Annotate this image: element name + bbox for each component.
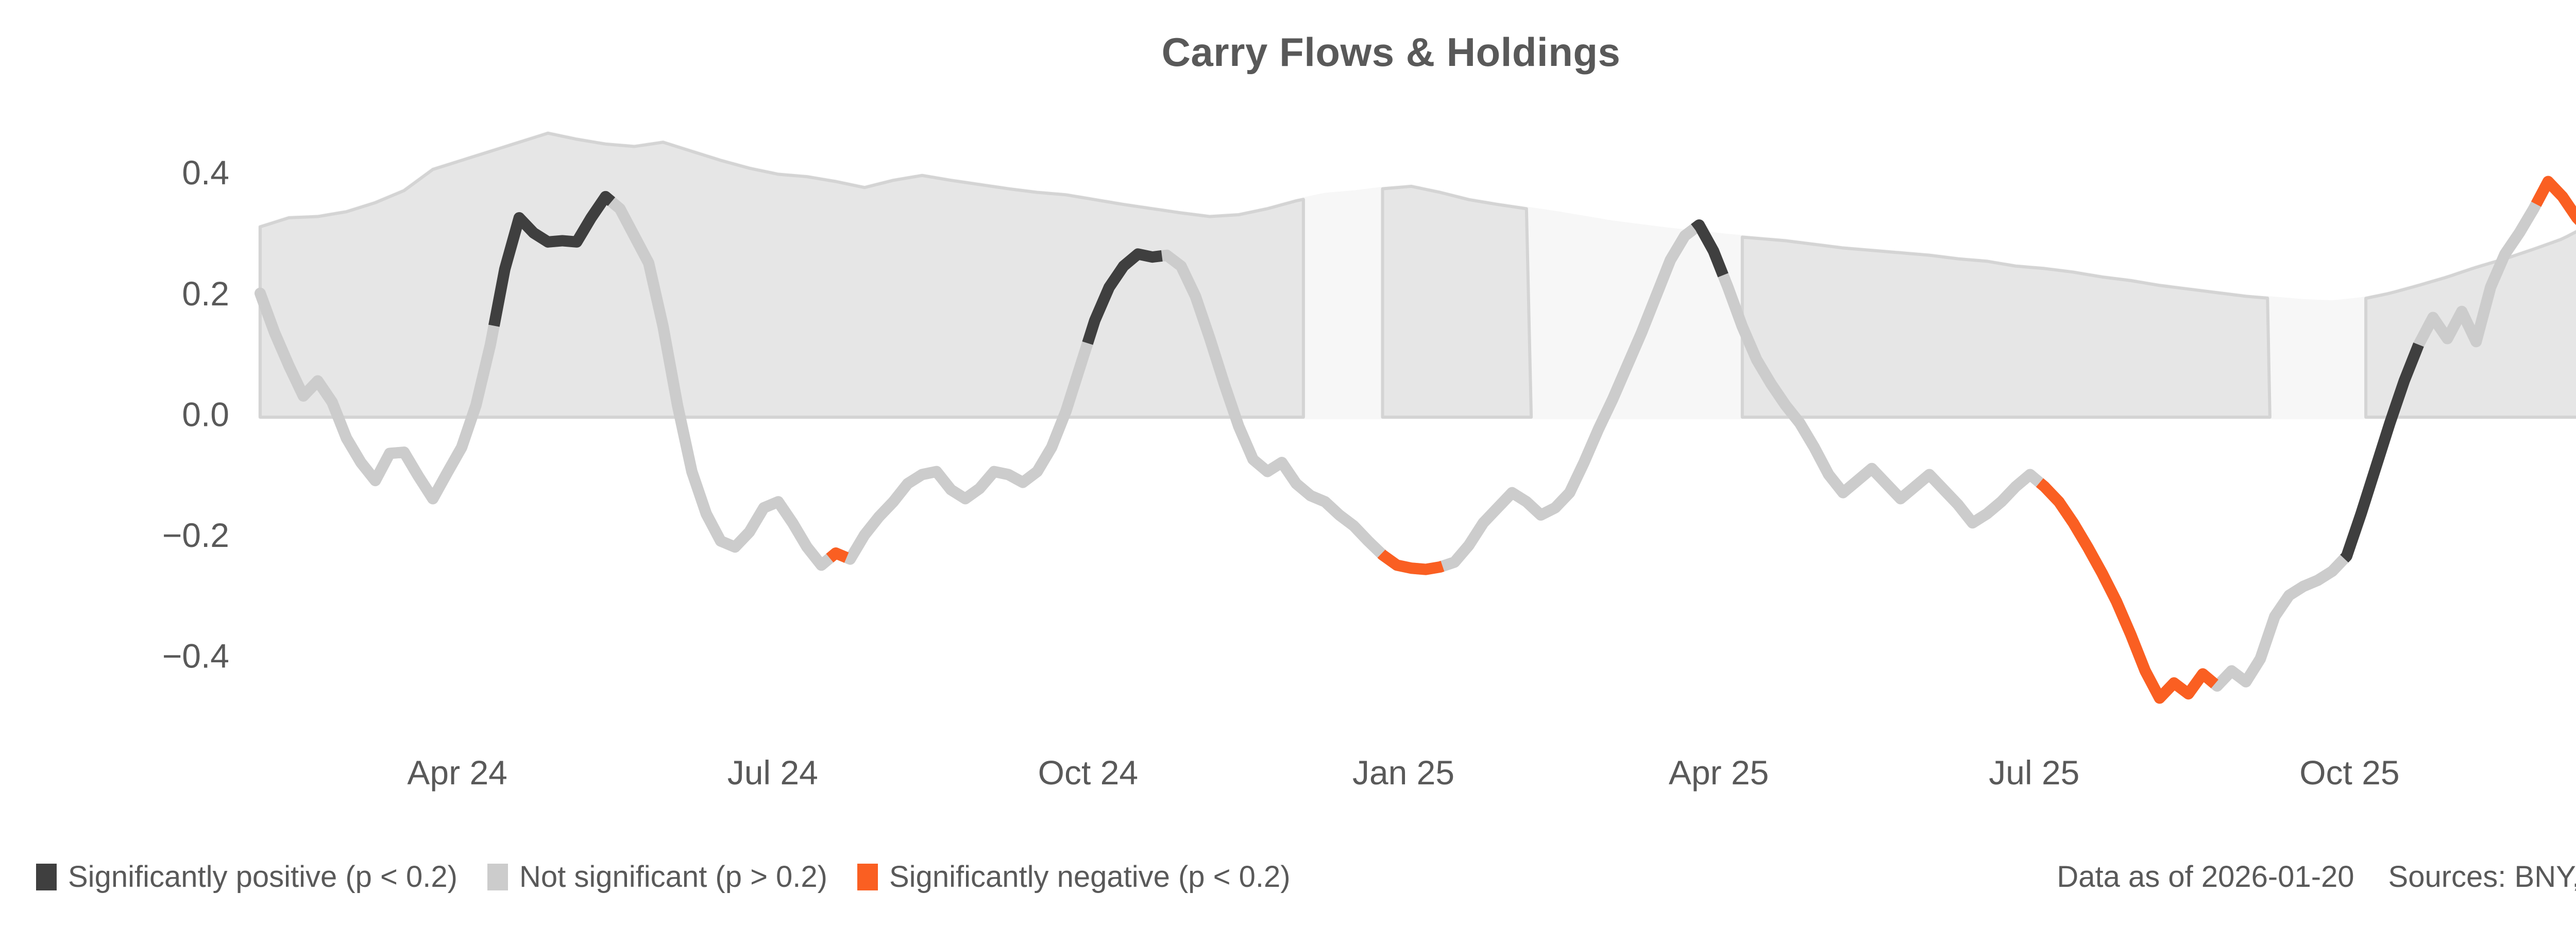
flows-line-significant-negative-5 <box>2036 478 2218 704</box>
legend-item-significantly-negative[interactable]: Significantly negative (p < 0.2) <box>857 862 1291 892</box>
x-tick-label: Jul 25 <box>1989 753 2079 792</box>
legend-swatch-positive <box>36 864 57 890</box>
holdings-area-significant-2 <box>1740 235 2272 419</box>
flows-line-not-significant <box>255 176 2576 704</box>
y-tick-label: −0.2 <box>162 516 229 554</box>
legend-item-not-significant[interactable]: Not significant (p > 0.2) <box>487 862 827 892</box>
y-tick-label: 0.4 <box>182 153 229 192</box>
y-tick-label: 0.2 <box>182 274 229 313</box>
x-tick-label: Apr 24 <box>407 753 507 792</box>
x-tick-label: Oct 24 <box>1038 753 1138 792</box>
x-tick-label: Oct 25 <box>2299 753 2399 792</box>
x-axis-tick-labels: Apr 24 Jul 24 Oct 24 Jan 25 Apr 25 Jul 25 Oct … <box>407 753 2399 792</box>
holdings-area-significant-3 <box>2364 230 2576 419</box>
legend-label-negative: Significantly negative (p < 0.2) <box>889 860 1291 894</box>
legend-swatch-negative <box>857 864 878 890</box>
x-tick-label: Jan 25 <box>1352 753 1454 792</box>
holdings-area-series <box>258 131 2576 419</box>
legend: Significantly positive (p < 0.2) Not sig… <box>36 849 2576 905</box>
holdings-area-significant-0 <box>259 131 1305 419</box>
flows-line-significant-negative-3 <box>1377 549 1446 575</box>
legend-swatch-not-significant <box>487 864 508 890</box>
holdings-area-significant-1 <box>1381 184 1533 419</box>
flows-line-significant-positive-6 <box>2340 342 2424 563</box>
x-tick-label: Jul 24 <box>727 753 818 792</box>
chart-title: Carry Flows & Holdings <box>1161 29 1621 75</box>
flows-line-significant-positive-4 <box>1691 219 1728 278</box>
flows-line-significant-positive-2 <box>1082 248 1163 345</box>
sources-note: Sources: BNY, WM/Refinitiv <box>2388 860 2576 894</box>
y-axis-tick-labels: 0.4 0.2 0.0 −0.2 −0.4 <box>162 153 229 675</box>
legend-label-positive: Significantly positive (p < 0.2) <box>68 860 457 894</box>
y-tick-label: 0.0 <box>182 395 229 433</box>
data-as-of-note: Data as of 2026-01-20 <box>2057 860 2354 894</box>
legend-label-not-significant: Not significant (p > 0.2) <box>519 860 827 894</box>
flows-line-significant-positive-0 <box>488 191 616 327</box>
flows-line-series <box>255 176 2576 704</box>
x-tick-label: Apr 25 <box>1669 753 1769 792</box>
flows-line-significant-negative-1 <box>826 547 849 563</box>
legend-item-significantly-positive[interactable]: Significantly positive (p < 0.2) <box>36 862 457 892</box>
y-tick-label: −0.4 <box>162 637 229 675</box>
flows-line-significant-negative-7 <box>2531 176 2576 226</box>
